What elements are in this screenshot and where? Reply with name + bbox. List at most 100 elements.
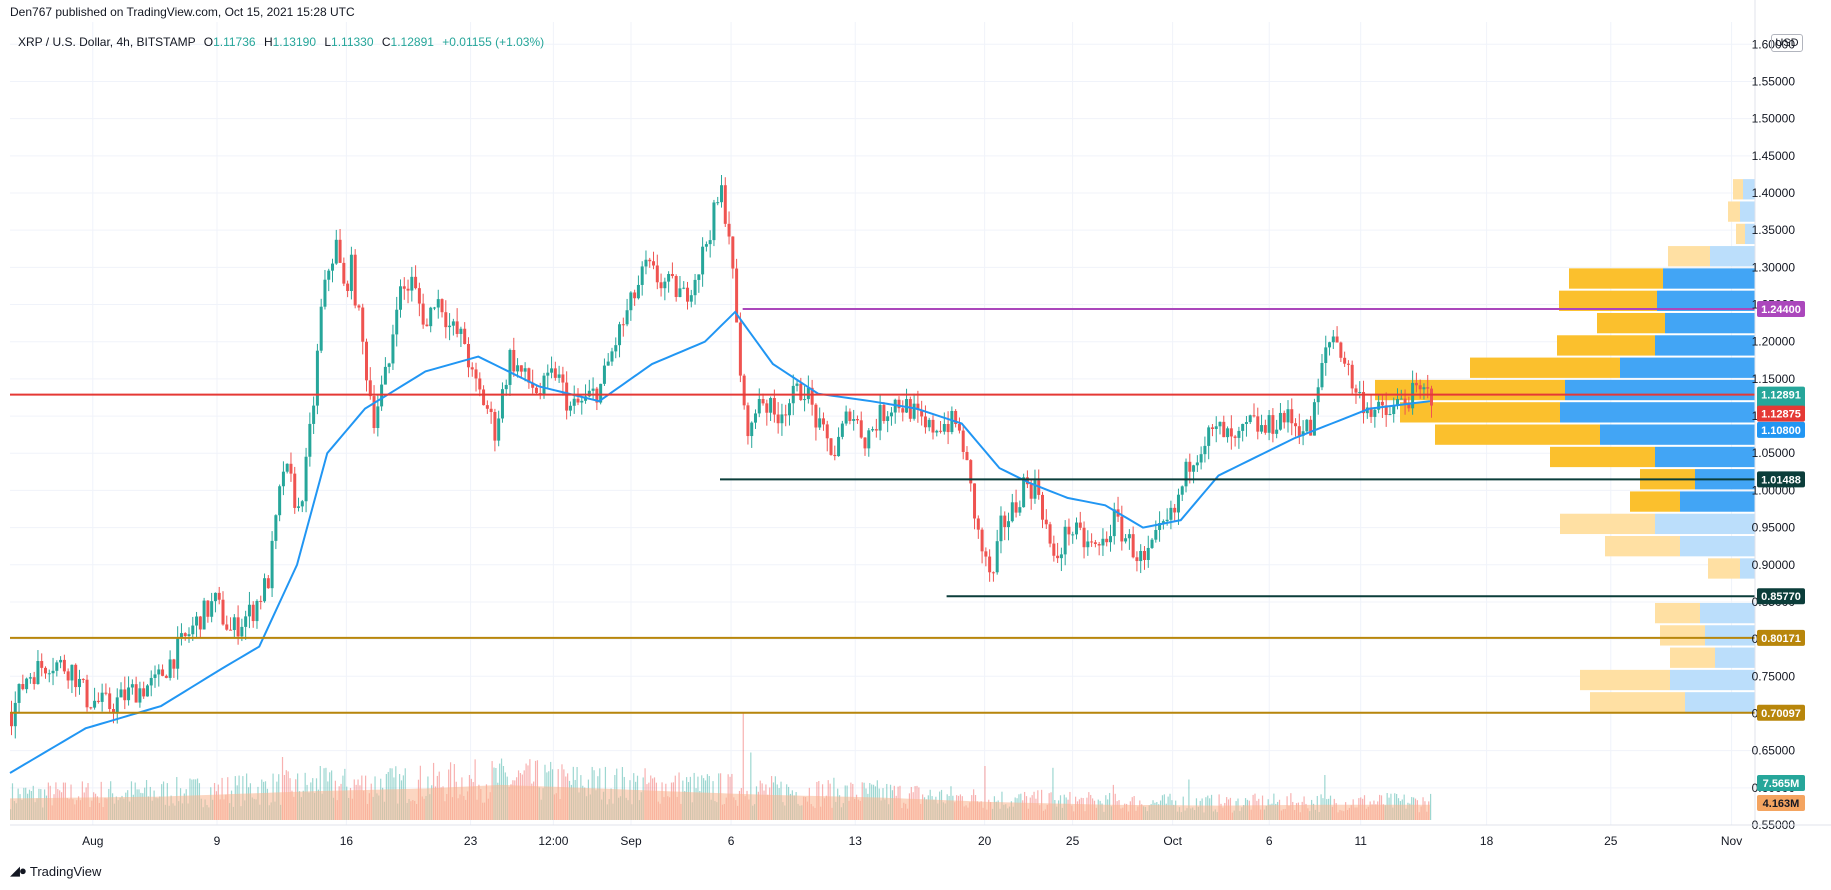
- candle: [837, 436, 841, 457]
- volume-profile-down: [1470, 357, 1620, 378]
- candle: [432, 307, 436, 309]
- candle: [618, 324, 622, 346]
- candle: [406, 288, 410, 291]
- candle: [546, 372, 550, 376]
- candle: [633, 292, 637, 299]
- volume-profile-down: [1733, 179, 1743, 200]
- y-tick-label: 1.20000: [1752, 335, 1796, 349]
- candle: [708, 240, 712, 245]
- candle: [1384, 405, 1388, 416]
- volume-profile-down: [1580, 669, 1670, 691]
- candle: [395, 309, 399, 335]
- candle: [935, 430, 939, 433]
- y-tick-label: 0.90000: [1752, 558, 1796, 572]
- candle: [1411, 382, 1415, 409]
- candle: [1430, 388, 1433, 406]
- tradingview-logo-icon: ◢●: [10, 863, 27, 878]
- x-tick-label: 25: [1066, 834, 1080, 848]
- candle: [742, 375, 746, 406]
- candle: [1090, 541, 1094, 543]
- volume-profile-up: [1665, 312, 1755, 334]
- candle: [455, 321, 459, 334]
- brand-footer: ◢● TradingView: [10, 863, 101, 879]
- candle: [686, 287, 690, 302]
- candle: [561, 374, 565, 383]
- candle: [361, 307, 365, 342]
- volume-profile-up: [1680, 491, 1755, 512]
- candle: [414, 276, 418, 289]
- candle: [599, 383, 603, 403]
- candle: [746, 405, 750, 437]
- volume-profile-down: [1559, 290, 1657, 311]
- symbol-title: XRP / U.S. Dollar, 4h, BITSTAMP: [18, 35, 196, 49]
- candle: [338, 239, 342, 263]
- candle: [206, 600, 210, 617]
- volume-profile-up: [1740, 558, 1755, 579]
- candle: [833, 454, 837, 457]
- x-tick-label: 18: [1480, 834, 1494, 848]
- volume-profile-down: [1670, 647, 1715, 668]
- candle: [1007, 521, 1011, 528]
- candle: [451, 321, 455, 326]
- candle: [293, 473, 297, 508]
- open-value: 1.11736: [213, 35, 256, 49]
- candle: [1033, 480, 1037, 499]
- candle: [1150, 539, 1154, 548]
- level-price-tag-label: 0.70097: [1761, 708, 1801, 720]
- candle: [772, 398, 776, 415]
- candle: [871, 429, 875, 431]
- candle: [327, 270, 331, 280]
- volume-profile-down: [1597, 312, 1665, 334]
- candle: [576, 398, 580, 403]
- candle: [62, 659, 66, 672]
- candle: [670, 274, 674, 277]
- candle: [489, 408, 493, 413]
- candle: [168, 659, 172, 678]
- candle: [954, 410, 958, 425]
- candle: [1380, 401, 1384, 406]
- candle: [104, 692, 108, 694]
- price-tag-bg: [1757, 405, 1805, 422]
- low-label: L: [324, 35, 332, 49]
- candle: [440, 299, 444, 313]
- candle: [1184, 461, 1188, 487]
- currency-button[interactable]: USD: [1771, 34, 1803, 52]
- candle: [1362, 391, 1366, 414]
- candle: [202, 600, 206, 630]
- candle: [942, 424, 946, 432]
- candle: [1127, 534, 1131, 539]
- candle: [297, 506, 301, 508]
- candle: [1210, 427, 1214, 429]
- level-price-tag-bg: [1757, 588, 1805, 605]
- candle: [1044, 519, 1048, 525]
- candle: [1414, 382, 1418, 386]
- candle: [1161, 521, 1165, 524]
- candle: [848, 411, 852, 421]
- candle: [315, 350, 319, 406]
- candle: [553, 368, 557, 378]
- volume-profile-up: [1680, 536, 1755, 557]
- candle: [1108, 536, 1112, 543]
- candle: [1142, 550, 1146, 560]
- close-label: C: [381, 35, 391, 49]
- candle: [565, 382, 569, 411]
- candle: [96, 700, 100, 702]
- candle: [1022, 477, 1026, 508]
- candle: [247, 604, 251, 617]
- candle: [1222, 421, 1226, 438]
- candle: [368, 380, 372, 397]
- candle: [1018, 507, 1022, 513]
- candle: [542, 375, 546, 396]
- candle: [863, 437, 867, 449]
- candle: [738, 322, 742, 376]
- candle: [1286, 409, 1290, 423]
- volume-bar: [1324, 775, 1326, 820]
- candle: [470, 367, 474, 370]
- candle: [621, 324, 625, 326]
- candle: [236, 617, 240, 637]
- candle: [682, 287, 686, 289]
- candle: [43, 667, 47, 674]
- y-tick-label: 1.55000: [1752, 74, 1796, 88]
- candle: [429, 307, 433, 327]
